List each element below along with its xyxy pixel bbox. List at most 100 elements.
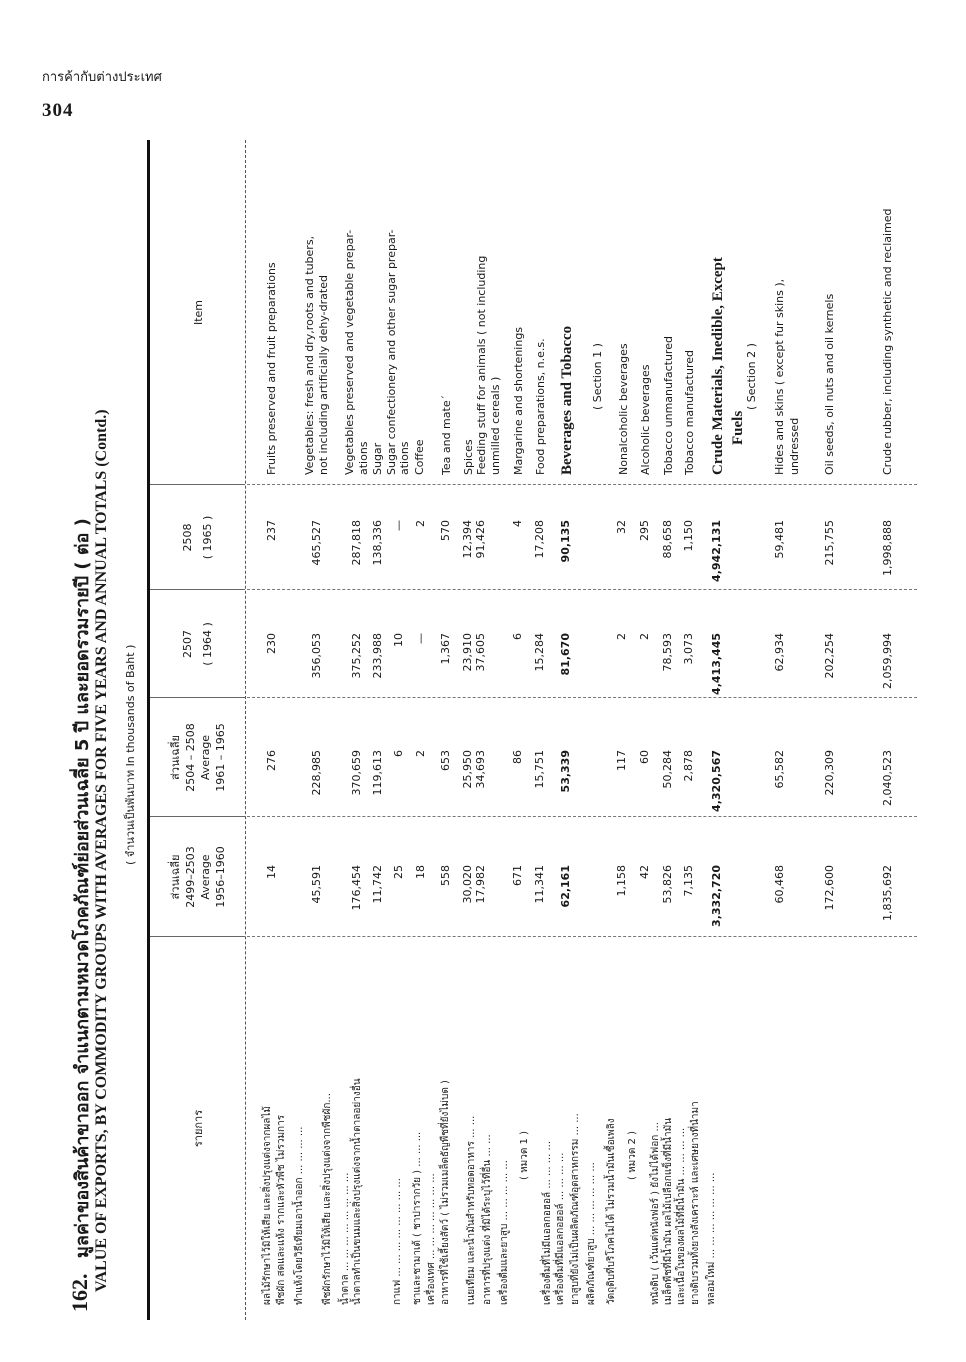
- table-number: 162.: [67, 1273, 92, 1313]
- header-label: ส่วนเฉลี่ย: [169, 735, 182, 780]
- table-cell-value: 233,988: [371, 633, 384, 679]
- column-divider: [247, 697, 917, 698]
- table-cell-value: 653: [439, 750, 452, 771]
- row-label-english: Crude rubber, including synthetic and re…: [881, 208, 894, 475]
- header-label: ( 1965 ): [201, 515, 214, 560]
- row-label-english: Feeding stuff for animals ( not includin…: [475, 255, 488, 475]
- table-cell-value: 15,284: [533, 633, 546, 672]
- table-cell-value: 356,053: [310, 633, 323, 679]
- table-cell-value: 202,254: [823, 633, 836, 679]
- row-label-thai: พืชผัก สดและแห้ง รากและหัวพืช ไม่รวมการ: [276, 1114, 287, 1305]
- row-label-english: Oil seeds, oil nuts and oil kernels: [823, 293, 836, 475]
- row-label-english: not including artificially dehy-drated: [317, 275, 330, 475]
- row-label-thai: หลอมใหม่ ... ... ... ... ... ... ...: [706, 1172, 717, 1305]
- table-cell-value: 671: [511, 865, 524, 886]
- header-label: ส่วนเฉลี่ย: [169, 854, 182, 900]
- table-cell-value: 7,135: [682, 865, 695, 897]
- table-cell-value: 228,985: [310, 750, 323, 796]
- table-cell-value: 4: [511, 520, 524, 527]
- header-col-1965: 2508 ( 1965 ): [151, 485, 245, 590]
- row-label-english: Tea and mate´: [440, 394, 453, 475]
- table-cell-value: 17,208: [533, 520, 546, 559]
- row-label-thai: วัตถุดิบที่บริโภคไม่ได้ ไม่รวมน้ำมันเชื้…: [606, 1118, 617, 1305]
- row-label-english: Tobacco manufactured: [683, 349, 696, 475]
- row-label-thai: เครื่องดื่มที่ไม่มีแอลกอฮอล์ ... ... ...…: [542, 1141, 553, 1305]
- table-cell-value: 18: [414, 865, 427, 879]
- header-col-1956-1960: ส่วนเฉลี่ย 2499–2503 Average 1956–1960: [151, 817, 245, 937]
- column-divider: [247, 484, 917, 485]
- header-label: Average: [199, 734, 212, 781]
- table-cell-value: 176,454: [350, 865, 363, 911]
- row-label-english: ( Section 2 ): [745, 343, 758, 410]
- table-cell-value: 1,998,888: [881, 520, 894, 576]
- row-label-english: Margarine and shortenings: [512, 326, 525, 475]
- table-cell-value: 34,693: [474, 750, 487, 789]
- row-label-thai: เครื่องเทศ ... ... ... ... ... ... ...: [426, 1173, 437, 1305]
- table-cell-value: 2: [638, 633, 651, 640]
- row-label-english: Crude Materials, Inedible, Except: [710, 257, 726, 475]
- table-cell-value: 558: [439, 865, 452, 886]
- page-number: 304: [42, 100, 74, 121]
- table-cell-value: 30,020: [461, 865, 474, 904]
- header-label: 2504 – 2508: [184, 723, 197, 792]
- table-cell-value: 4,942,131: [710, 520, 723, 582]
- table-cell-value: 53,826: [661, 865, 674, 904]
- table-cell-value: 25: [392, 865, 405, 879]
- table-title-thai: มูลค่าของสินค้าขาออก จำแนกตามหมวดโภคภัณฑ…: [72, 518, 93, 1258]
- row-label-thai: เนยเทียม และน้ำมันสำหรับทอดอาหาร ... ...: [466, 1115, 477, 1305]
- row-label-english: unmilled cereals ): [489, 376, 502, 475]
- column-divider: [247, 589, 917, 590]
- table-cell-value: 17,982: [474, 865, 487, 904]
- row-label-english: ( Section 1 ): [591, 343, 604, 410]
- rotated-table: 162. มูลค่าของสินค้าขาออก จำแนกตามหมวดโภ…: [55, 140, 920, 1320]
- row-label-thai: อาหารที่ปรุงแต่ง ที่มิได้ระบุไว้ที่อื่น …: [482, 1134, 493, 1305]
- table-cell-value: 1,367: [439, 633, 452, 665]
- table-cell-value: 215,755: [823, 520, 836, 566]
- table-cell-value: 53,339: [559, 750, 572, 793]
- table-cell-value: 3,073: [682, 633, 695, 665]
- header-label: 2499–2503: [184, 846, 197, 908]
- table-cell-value: 2,059,994: [881, 633, 894, 689]
- row-label-english: Beverages and Tobacco: [559, 325, 575, 475]
- row-label-english: Vegetables: fresh and dry,roots and tube…: [303, 235, 316, 475]
- table-cell-value: 237: [265, 520, 278, 541]
- table-cell-value: 62,161: [559, 865, 572, 908]
- unit-note: ( จำนวนเป็นพันบาท In thousands of Baht ): [124, 644, 137, 865]
- table-cell-value: 32: [615, 520, 628, 534]
- top-rule: [147, 140, 150, 1320]
- table-cell-value: 2,040,523: [881, 750, 894, 806]
- row-label-english: ations: [357, 441, 370, 475]
- table-cell-value: —: [414, 633, 427, 644]
- row-label-english: Coffee: [413, 439, 426, 475]
- running-head: การค้ากับต่างประเทศ: [42, 70, 162, 85]
- table-cell-value: 287,818: [350, 520, 363, 566]
- table-cell-value: 370,659: [350, 750, 363, 796]
- table-cell-value: 78,593: [661, 633, 674, 672]
- table-cell-value: 2: [615, 633, 628, 640]
- row-label-thai: อาหารที่ใช้เลี้ยงสัตว์ ( ไม่รวมเมล็ดธัญพ…: [440, 1080, 451, 1305]
- table-cell-value: 465,527: [310, 520, 323, 566]
- table-cell-value: 91,426: [474, 520, 487, 559]
- header-rule: [245, 140, 246, 1320]
- table-cell-value: 60: [638, 750, 651, 764]
- row-label-thai: พืชผักรักษาไว้มิให้เสีย และสิ่งปรุงแต่งจ…: [322, 1093, 333, 1305]
- table-cell-value: 23,910: [461, 633, 474, 672]
- table-cell-value: 45,591: [310, 865, 323, 904]
- table-cell-value: 295: [638, 520, 651, 541]
- table-cell-value: 86: [511, 750, 524, 764]
- row-label-thai: และเนื้อในของผลไม้ที่มีน้ำมัน ... ... ..…: [676, 1127, 687, 1305]
- table-cell-value: 14: [265, 865, 278, 879]
- header-label: 1961 – 1965: [214, 723, 227, 792]
- table-cell-value: 42: [638, 865, 651, 879]
- row-label-english: ations: [398, 441, 411, 475]
- row-label-english: undressed: [788, 417, 801, 475]
- row-label-english: Food preparations, n.e.s.: [534, 338, 547, 475]
- row-label-english: Sugar: [371, 442, 384, 475]
- row-label-english: Alcoholic beverages: [639, 364, 652, 476]
- row-label-english: Spices: [462, 439, 475, 475]
- row-label-thai: ( หมวด 2 ): [627, 1131, 638, 1180]
- row-label-thai: ชาและชามาเต้ ( ชาปารากวัย ) ... ... ...: [412, 1131, 423, 1305]
- table-cell-value: 11,341: [533, 865, 546, 904]
- table-cell-value: 62,934: [773, 633, 786, 672]
- table-cell-value: 4,413,445: [710, 633, 723, 695]
